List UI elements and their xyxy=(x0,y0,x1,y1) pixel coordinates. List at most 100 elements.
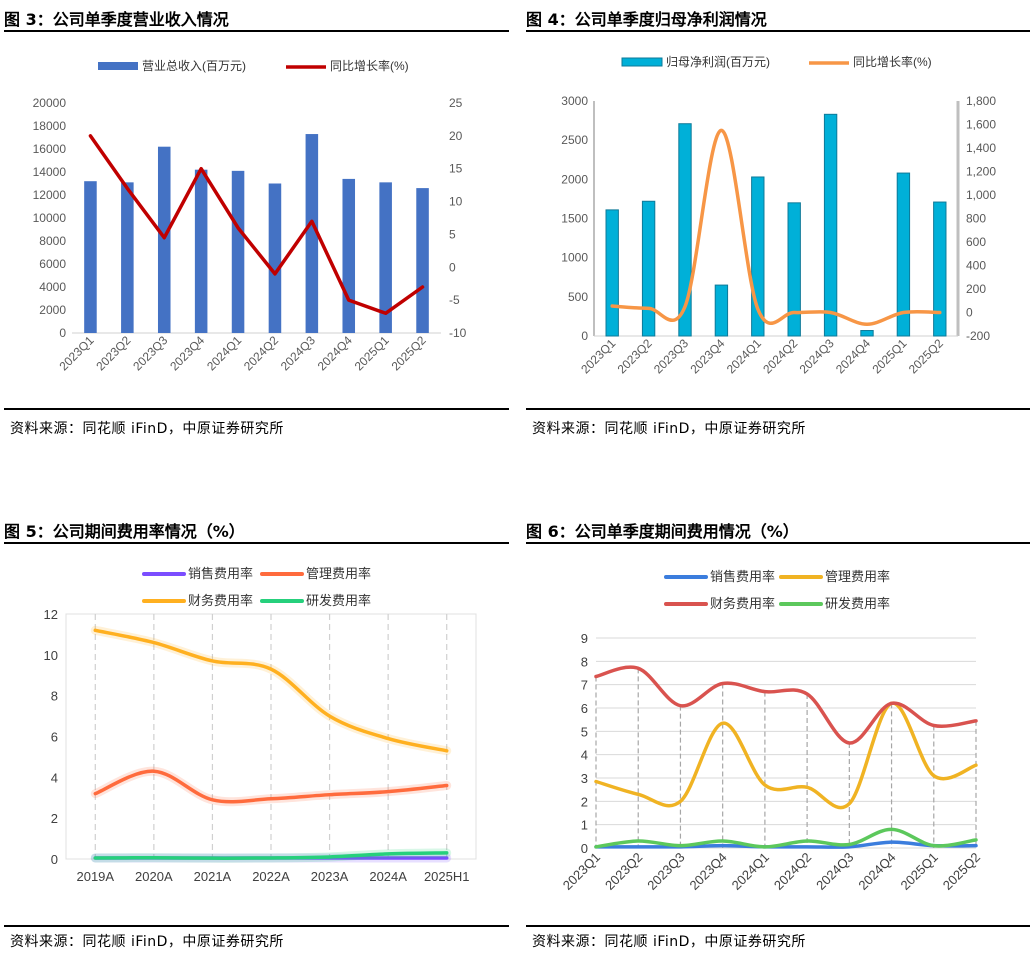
x-tick-label: 2023Q2 xyxy=(93,333,133,373)
y-tick-label: 8 xyxy=(581,654,588,669)
y-tick-label: 6 xyxy=(581,701,588,716)
x-tick-label: 2024Q2 xyxy=(771,850,814,893)
figure-5-title: 图 5：公司期间费用率情况（%） xyxy=(4,522,245,541)
x-tick-label: 2025H1 xyxy=(424,869,470,884)
x-tick-label: 2023A xyxy=(311,869,349,884)
y-tick-label: 1 xyxy=(581,818,588,833)
y-tick-label: 10 xyxy=(44,648,58,663)
figure-3-panel: 图 3：公司单季度营业收入情况 营业总收入(百万元) 同比增长率(%) 0 2000 4… xyxy=(4,0,509,450)
right-tick-label: 400 xyxy=(966,259,986,273)
legend-label-2: 财务费用率 xyxy=(710,596,775,611)
x-tick-label: 2023Q1 xyxy=(560,850,603,893)
right-tick-label: 200 xyxy=(966,282,986,296)
right-tick-label: 800 xyxy=(966,212,986,226)
x-tick-label: 2025Q2 xyxy=(906,336,946,376)
x-tick-label: 2023Q4 xyxy=(167,333,207,373)
x-tick-label: 2021A xyxy=(194,869,232,884)
right-tick-label: 20 xyxy=(449,129,463,143)
x-tick-label: 2024Q3 xyxy=(278,333,318,373)
left-tick-label: 0 xyxy=(581,329,588,343)
figure-4-bottom-rule xyxy=(526,408,1030,410)
left-tick-label: 2000 xyxy=(39,303,66,317)
x-tick-label: 2025Q1 xyxy=(869,336,909,376)
y-tick-label: 7 xyxy=(581,678,588,693)
legend-line-label: 同比增长率(%) xyxy=(853,54,932,69)
x-tick-label: 2022A xyxy=(252,869,290,884)
y-tick-label: 12 xyxy=(44,607,58,622)
x-tick-label: 2019A xyxy=(76,869,114,884)
x-tick-label: 2024Q4 xyxy=(833,336,873,376)
bar-2024Q2 xyxy=(268,183,282,333)
right-tick-label: 600 xyxy=(966,235,986,249)
left-tick-label: 2500 xyxy=(561,133,588,147)
figure-5-bottom-rule xyxy=(4,925,509,927)
series-line-3 xyxy=(594,827,978,849)
left-tick-label: 3000 xyxy=(561,94,588,108)
bar-2024Q3 xyxy=(305,134,319,333)
right-tick-label: 1,600 xyxy=(966,118,996,132)
legend-label-0: 销售费用率 xyxy=(188,566,253,581)
x-tick-label: 2025Q1 xyxy=(898,850,941,893)
x-tick-label: 2023Q3 xyxy=(644,850,687,893)
y-tick-label: 3 xyxy=(581,771,588,786)
x-tick-label: 2024Q2 xyxy=(760,336,800,376)
figure-4-source: 资料来源：同花顺 iFinD，中原证券研究所 xyxy=(532,421,806,437)
x-tick-label: 2023Q2 xyxy=(602,850,645,893)
left-tick-label: 0 xyxy=(59,326,66,340)
legend-bar-swatch xyxy=(621,57,663,67)
right-tick-label: 5 xyxy=(449,227,456,241)
x-tick-label: 2025Q1 xyxy=(352,333,392,373)
figure-4-title: 图 4：公司单季度归母净利润情况 xyxy=(526,10,767,29)
figure-4-chart: 归母净利润(百万元) 同比增长率(%)0500100015002000250030… xyxy=(561,54,996,376)
legend-label-1: 管理费用率 xyxy=(306,566,371,581)
legend-bar-label: 归母净利润(百万元) xyxy=(666,55,770,69)
bar-2023Q3 xyxy=(678,123,692,337)
left-tick-label: 6000 xyxy=(39,257,66,271)
figure-6-source: 资料来源：同花顺 iFinD，中原证券研究所 xyxy=(532,934,806,950)
legend-label-0: 销售费用率 xyxy=(710,569,775,584)
left-tick-label: 8000 xyxy=(39,234,66,248)
figure-5-panel: 图 5：公司期间费用率情况（%） 销售费用率 管理费用率 财务费用率 研发费用率 0 2 4… xyxy=(4,512,509,954)
left-tick-label: 1000 xyxy=(561,251,588,265)
figure-5-source: 资料来源：同花顺 iFinD，中原证券研究所 xyxy=(10,934,284,950)
left-tick-label: 12000 xyxy=(33,188,67,202)
right-tick-label: 25 xyxy=(449,96,463,110)
right-tick-label: 1,400 xyxy=(966,141,996,155)
figure-3-top-rule xyxy=(4,30,509,32)
figure-4-top-rule xyxy=(526,30,1030,32)
right-tick-label: 0 xyxy=(449,260,456,274)
bar-2025Q1 xyxy=(379,182,392,333)
x-tick-label: 2023Q2 xyxy=(615,336,655,376)
series-line-1 xyxy=(594,701,978,810)
bar-2023Q1 xyxy=(84,181,97,333)
left-tick-label: 10000 xyxy=(33,211,67,225)
left-tick-label: 2000 xyxy=(561,172,588,186)
figure-4-panel: 图 4：公司单季度归母净利润情况 归母净利润(百万元) 同比增长率(%) 0 500 1… xyxy=(526,0,1030,450)
series-line-2 xyxy=(594,665,978,745)
bar-2024Q4 xyxy=(860,330,874,337)
legend-label-1: 管理费用率 xyxy=(825,569,890,584)
bar-2023Q2 xyxy=(121,182,134,333)
right-tick-label: 10 xyxy=(449,195,463,209)
x-tick-label: 2023Q3 xyxy=(130,333,170,373)
y-tick-label: 2 xyxy=(51,811,58,826)
left-tick-label: 16000 xyxy=(33,142,67,156)
right-tick-label: 15 xyxy=(449,162,463,176)
right-tick-label: 1,200 xyxy=(966,165,996,179)
bar-2025Q2 xyxy=(933,201,947,337)
bar-2023Q3 xyxy=(157,146,171,333)
y-tick-label: 6 xyxy=(51,730,58,745)
x-tick-label: 2024Q1 xyxy=(729,850,772,893)
y-tick-label: 8 xyxy=(51,689,58,704)
y-tick-label: 0 xyxy=(581,841,588,856)
x-tick-label: 2020A xyxy=(135,869,173,884)
bar-2025Q1 xyxy=(896,172,911,337)
right-tick-label: -10 xyxy=(449,326,467,340)
bar-2023Q2 xyxy=(641,200,656,337)
right-tick-label: -200 xyxy=(966,329,990,343)
figure-5-top-rule xyxy=(4,542,509,544)
y-tick-label: 0 xyxy=(51,852,58,867)
legend-label-2: 财务费用率 xyxy=(188,593,253,608)
